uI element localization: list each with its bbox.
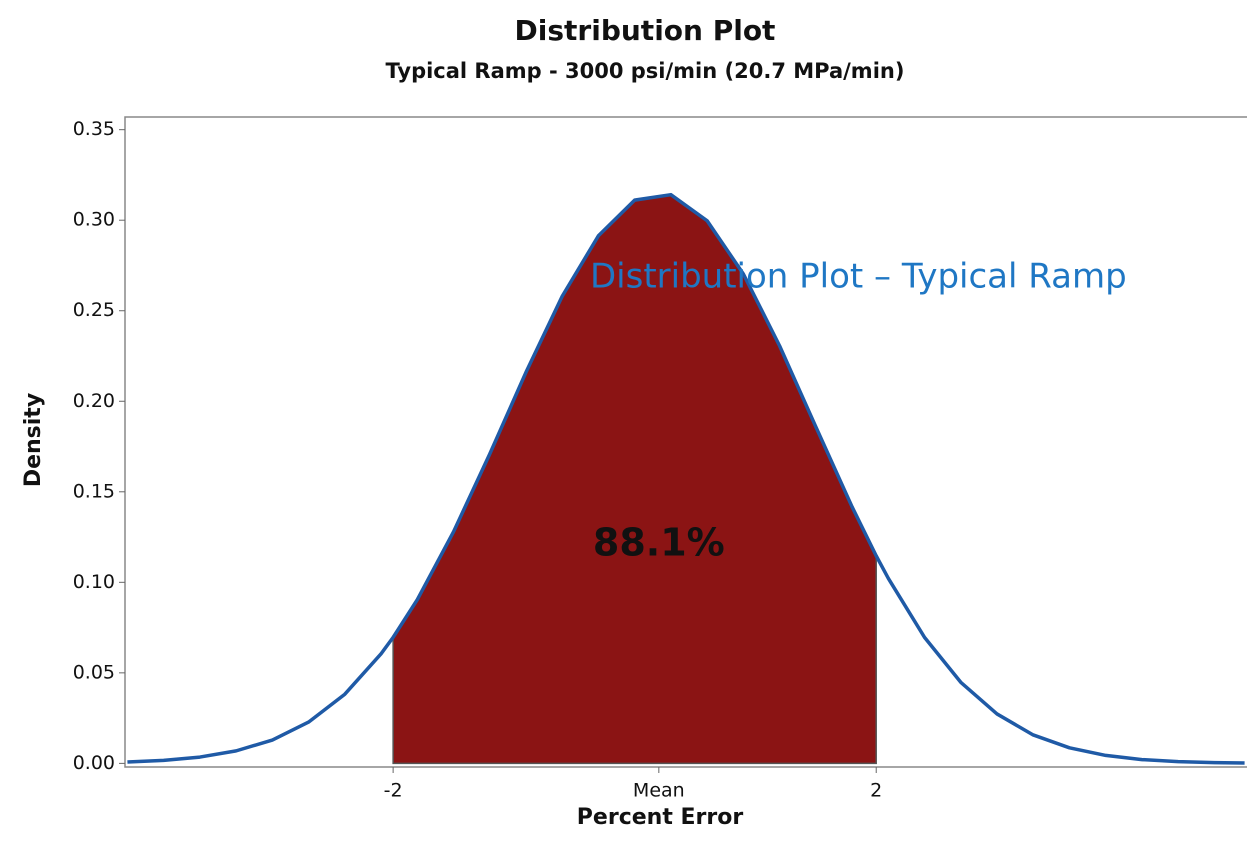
y-tick-label: 0.00 [73, 752, 115, 774]
y-tick-label: 0.05 [73, 661, 115, 683]
chart-subtitle: Typical Ramp - 3000 psi/min (20.7 MPa/mi… [386, 59, 905, 83]
shaded-label: 88.1% [593, 521, 725, 565]
x-tick-label: 2 [870, 780, 882, 802]
y-tick-label: 0.15 [73, 480, 115, 502]
x-axis-label: Percent Error [577, 805, 744, 830]
chart-title: Distribution Plot [515, 14, 776, 47]
y-axis-label: Density [21, 393, 46, 487]
y-tick-label: 0.10 [73, 571, 115, 593]
x-tick-label: -2 [384, 780, 403, 802]
y-tick-label: 0.25 [73, 299, 115, 321]
y-tick-label: 0.35 [73, 118, 115, 140]
density-curve [127, 192, 1245, 765]
plot-frame [124, 116, 1247, 768]
x-tick-label: Mean [633, 780, 685, 802]
annotation: Distribution Plot – Typical Ramp [590, 257, 1127, 297]
y-tick-label: 0.30 [73, 209, 115, 231]
y-tick-label: 0.20 [73, 390, 115, 412]
